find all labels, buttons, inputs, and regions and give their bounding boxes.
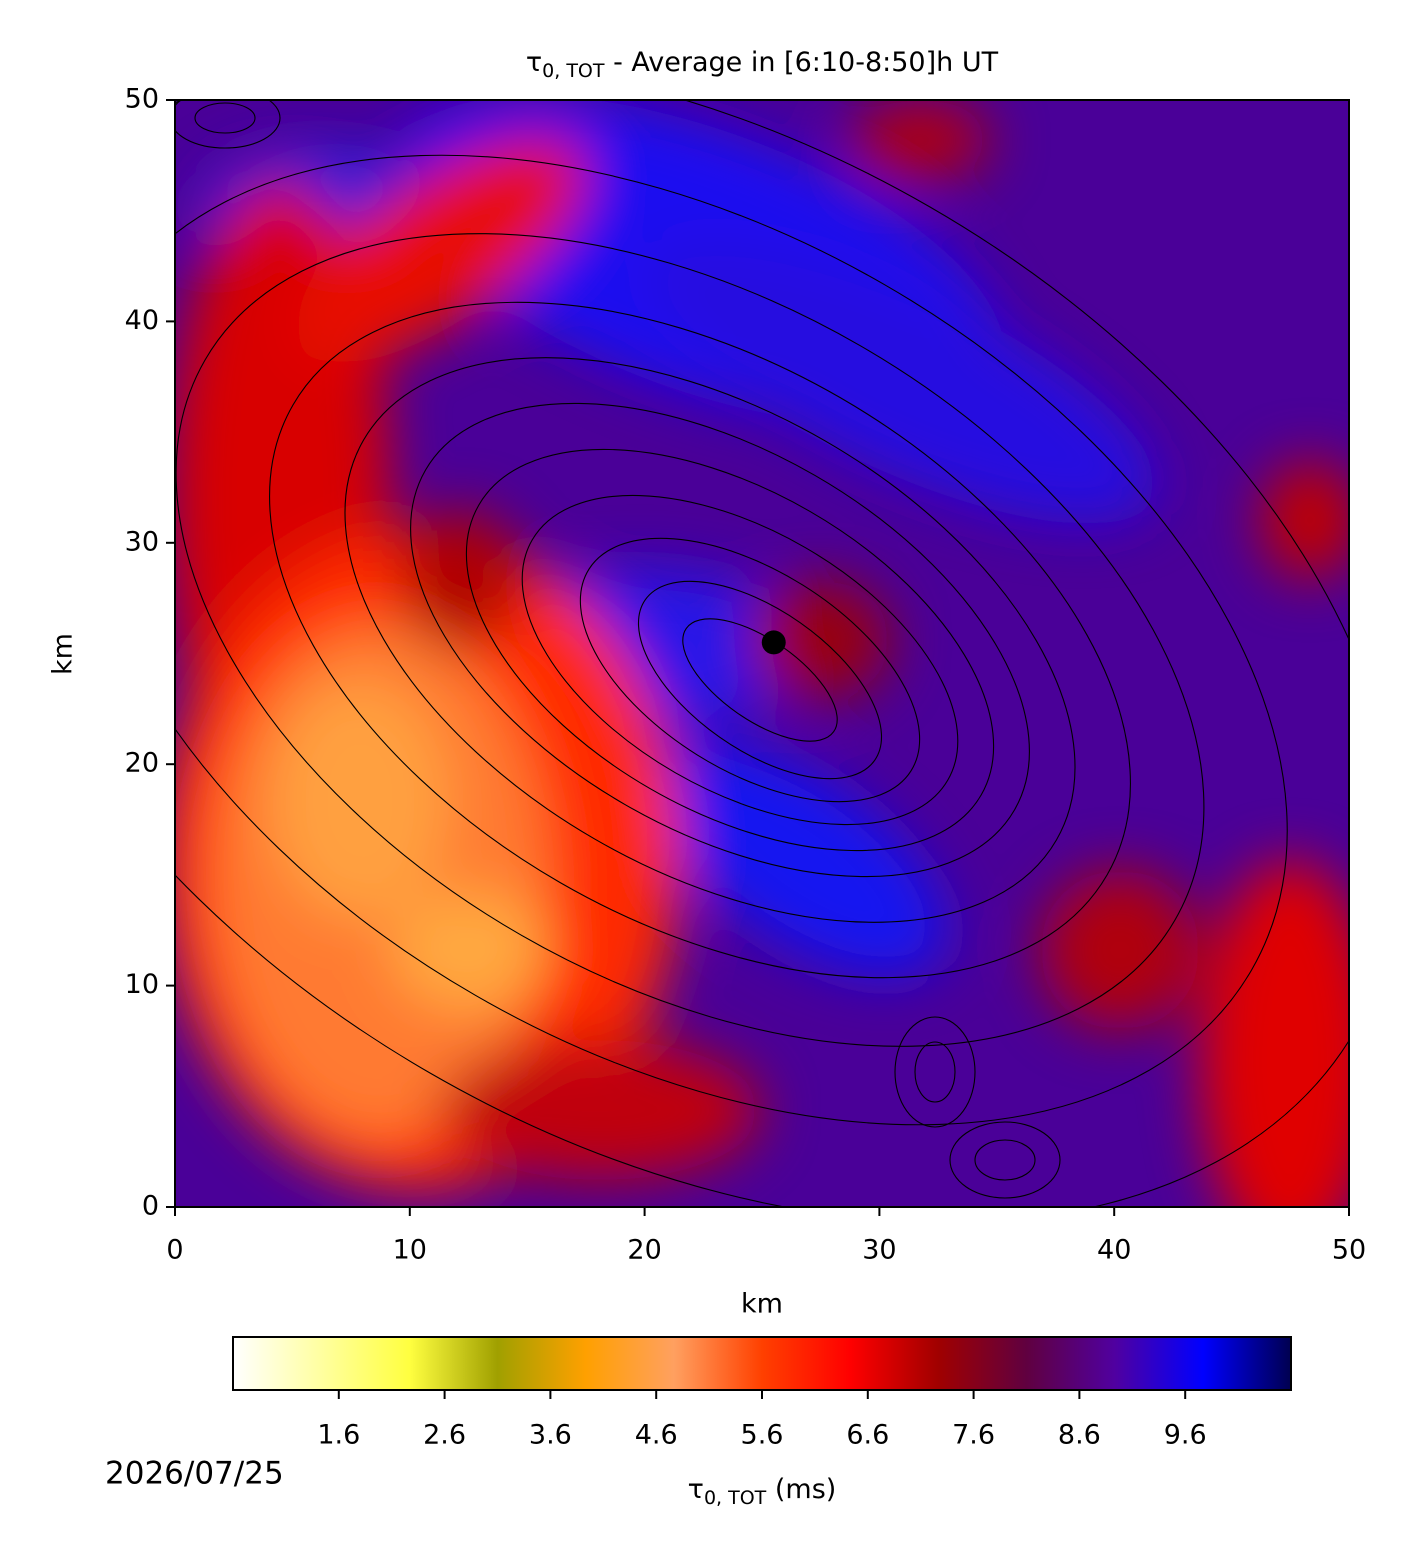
x-axis-label: km bbox=[741, 1289, 783, 1320]
colorbar-tick-label: 9.6 bbox=[1164, 1420, 1207, 1451]
chart-title: τ0, TOT - Average in [6:10-8:50]h UT bbox=[526, 47, 999, 82]
x-tick-label: 10 bbox=[393, 1235, 427, 1266]
plot-frame bbox=[174, 99, 1350, 1208]
x-tick-label: 50 bbox=[1332, 1235, 1366, 1266]
y-tick-label: 50 bbox=[125, 84, 159, 115]
x-tick-label: 0 bbox=[166, 1235, 183, 1266]
field bbox=[175, 100, 1349, 1207]
y-tick-label: 30 bbox=[125, 526, 159, 557]
colorbar-tick-label: 8.6 bbox=[1058, 1420, 1101, 1451]
x-tick-label: 40 bbox=[1097, 1235, 1131, 1266]
colorbar-tick-label: 7.6 bbox=[952, 1420, 995, 1451]
colorbar-label: τ0, TOT (ms) bbox=[688, 1474, 837, 1509]
colorbar-tick-label: 2.6 bbox=[423, 1420, 466, 1451]
colorbar-tick-label: 6.6 bbox=[846, 1420, 889, 1451]
colorbar-tick-label: 5.6 bbox=[741, 1420, 784, 1451]
y-tick-label: 40 bbox=[125, 305, 159, 336]
y-tick-label: 0 bbox=[142, 1191, 159, 1222]
colorbar-tick-label: 1.6 bbox=[317, 1420, 360, 1451]
y-tick-label: 10 bbox=[125, 969, 159, 1000]
colorbar-tick-label: 4.6 bbox=[635, 1420, 678, 1451]
y-axis-label: km bbox=[48, 633, 79, 675]
y-tick-label: 20 bbox=[125, 748, 159, 779]
colorbar-tick-label: 3.6 bbox=[529, 1420, 572, 1451]
date: 2026/07/25 bbox=[105, 1456, 284, 1492]
x-tick-label: 20 bbox=[627, 1235, 661, 1266]
point-marker bbox=[761, 630, 786, 655]
colorbar bbox=[232, 1336, 1292, 1391]
contours bbox=[175, 100, 1349, 1207]
x-tick-label: 30 bbox=[862, 1235, 896, 1266]
